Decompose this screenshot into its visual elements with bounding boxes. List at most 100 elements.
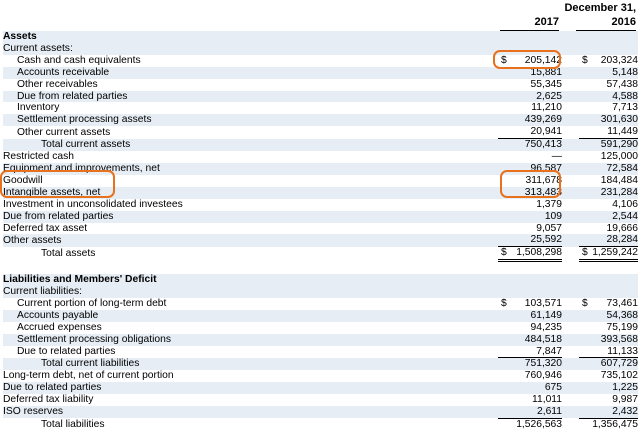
row-label: Due from related parties bbox=[3, 90, 498, 103]
column-gap bbox=[562, 210, 579, 223]
table-row: Inventory 11,210 7,713 bbox=[3, 102, 638, 114]
column-gap bbox=[562, 55, 579, 67]
table-row: Due from related parties 2,625 4,588 bbox=[3, 90, 638, 103]
value-2017: 61,149 bbox=[508, 309, 562, 322]
currency-2017: $ bbox=[501, 54, 507, 66]
currency-2016 bbox=[579, 42, 589, 55]
value-2017: 55,345 bbox=[530, 78, 563, 90]
currency-2017 bbox=[498, 114, 508, 127]
currency-2016 bbox=[579, 66, 589, 79]
currency-2016 bbox=[579, 138, 589, 152]
row-label: Equipment and improvements, net bbox=[3, 162, 498, 175]
table-row: Due from related parties 109 2,544 bbox=[3, 210, 638, 223]
value-2017 bbox=[508, 274, 562, 287]
value-2016: 57,438 bbox=[606, 78, 639, 90]
table-row: Equipment and improvements, net 96,587 72,… bbox=[3, 162, 638, 175]
table-row: Accounts payable 61,149 54,368 bbox=[3, 309, 638, 322]
column-gap bbox=[562, 322, 579, 334]
header-date: December 31, bbox=[564, 2, 636, 14]
currency-2016 bbox=[579, 357, 589, 371]
column-gap bbox=[562, 114, 579, 127]
value-2017: 311,678 bbox=[525, 174, 562, 186]
balance-sheet-table: Assets Current assets: Cash and cash equiv… bbox=[3, 31, 638, 431]
table-row: Other receivables 55,345 57,438 bbox=[3, 79, 638, 91]
currency-2016 bbox=[579, 322, 589, 334]
currency-2016 bbox=[579, 90, 589, 103]
table-row: Goodwill 311,678 184,484 bbox=[3, 175, 638, 187]
column-gap bbox=[562, 79, 579, 91]
row-label: Total current assets bbox=[3, 138, 498, 152]
table-row: Current assets: bbox=[3, 42, 638, 55]
value-2016: 75,199 bbox=[606, 321, 639, 333]
row-label: Restricted cash bbox=[3, 151, 74, 163]
row-label: Accrued expenses bbox=[17, 321, 102, 333]
column-gap bbox=[562, 333, 579, 346]
table-row: Total liabilities 1,526,563 1,356,475 bbox=[3, 418, 638, 430]
section-header-row: Assets bbox=[3, 31, 638, 43]
currency-2017 bbox=[498, 31, 508, 43]
column-gap bbox=[562, 234, 579, 247]
value-2017: 484,518 bbox=[508, 333, 562, 346]
table-row: Intangible assets, net 313,483 231,284 bbox=[3, 186, 638, 199]
column-gap bbox=[562, 357, 579, 371]
value-2017: 96,587 bbox=[508, 162, 562, 175]
row-label: Total assets bbox=[41, 247, 96, 259]
row-label: Accounts receivable bbox=[3, 66, 498, 79]
currency-2017: $ bbox=[501, 297, 507, 309]
row-label: Due from related parties bbox=[3, 210, 498, 223]
currency-2016 bbox=[579, 199, 589, 211]
value-2017: 20,941 bbox=[508, 126, 562, 140]
currency-2016 bbox=[579, 126, 589, 140]
column-gap bbox=[562, 286, 579, 298]
column-gap bbox=[562, 309, 579, 322]
currency-2017 bbox=[498, 309, 508, 322]
value-2016: 231,284 bbox=[589, 186, 638, 199]
row-label: Other current assets bbox=[17, 126, 111, 138]
value-2016 bbox=[589, 42, 638, 55]
value-2016 bbox=[589, 261, 638, 274]
value-2016: 735,102 bbox=[600, 370, 638, 382]
currency-2016 bbox=[579, 286, 589, 298]
table-row: Deferred tax liability 11,011 9,987 bbox=[3, 394, 638, 406]
value-2017: 9,057 bbox=[536, 222, 562, 234]
row-label: Settlement processing assets bbox=[3, 114, 498, 127]
value-2017: 103,571 bbox=[524, 297, 562, 309]
currency-2017 bbox=[498, 126, 508, 140]
row-label: Total current liabilities bbox=[3, 357, 498, 371]
table-row: Current portion of long-term debt $103,57… bbox=[3, 298, 638, 310]
currency-2017 bbox=[498, 261, 508, 274]
column-gap bbox=[562, 406, 579, 419]
currency-2016 bbox=[579, 151, 589, 163]
currency-2017 bbox=[498, 382, 508, 395]
currency-2016 bbox=[579, 333, 589, 346]
row-label: Investment in unconsolidated investees bbox=[3, 198, 183, 210]
currency-2016 bbox=[579, 102, 589, 114]
column-gap bbox=[562, 126, 579, 138]
column-gap bbox=[562, 66, 579, 79]
currency-2016: $ bbox=[582, 54, 588, 66]
table-row: Restricted cash — 125,000 bbox=[3, 151, 638, 163]
row-label: ISO reserves bbox=[3, 406, 498, 419]
row-label: Due to related parties bbox=[17, 345, 116, 357]
table-row: Settlement processing assets 439,269 301,6… bbox=[3, 114, 638, 127]
table-row: Investment in unconsolidated investees 1,… bbox=[3, 199, 638, 211]
value-2017 bbox=[508, 286, 562, 298]
value-2017: 2,611 bbox=[508, 406, 562, 420]
currency-2017 bbox=[498, 394, 508, 406]
row-label: Current assets: bbox=[3, 42, 498, 55]
value-2017: 313,483 bbox=[508, 186, 562, 199]
table-row: Due to related parties 7,847 11,133 bbox=[3, 345, 638, 359]
value-2017: 25,592 bbox=[508, 234, 562, 248]
currency-2017 bbox=[498, 234, 508, 248]
column-gap bbox=[562, 138, 579, 152]
table-row: Accrued expenses 94,235 75,199 bbox=[3, 322, 638, 334]
table-row: Other assets 25,592 28,284 bbox=[3, 234, 638, 248]
value-2017: 751,320 bbox=[508, 357, 562, 371]
row-label: Intangible assets, net bbox=[3, 186, 498, 199]
row-label: Total liabilities bbox=[41, 418, 105, 430]
column-gap bbox=[562, 151, 579, 163]
currency-2017 bbox=[498, 406, 508, 420]
currency-2017 bbox=[498, 102, 508, 114]
value-2016: 5,148 bbox=[589, 66, 638, 79]
value-2016: 9,987 bbox=[612, 394, 638, 406]
